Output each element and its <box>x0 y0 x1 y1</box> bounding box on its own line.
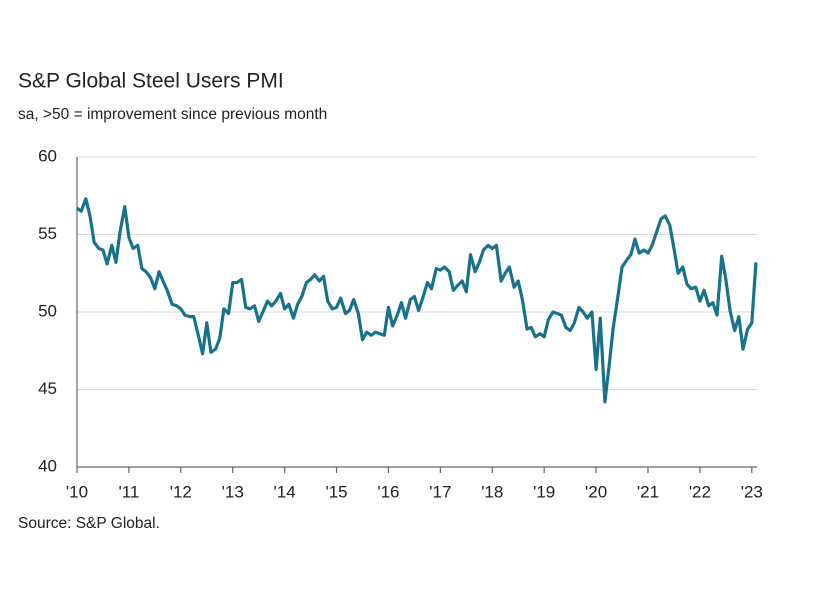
x-tick-label: '21 <box>637 482 659 501</box>
y-tick-label: 40 <box>38 456 57 475</box>
chart-subtitle: sa, >50 = improvement since previous mon… <box>18 106 327 123</box>
y-tick-label: 50 <box>38 301 57 320</box>
x-tick-label: '23 <box>741 482 763 501</box>
y-tick-label: 55 <box>38 224 57 243</box>
x-tick-label: '16 <box>377 482 399 501</box>
x-tick-label: '17 <box>429 482 451 501</box>
x-tick-label: '14 <box>274 482 296 501</box>
line-series <box>76 197 758 404</box>
x-tick-label: '11 <box>118 482 139 501</box>
x-tick-label: '15 <box>325 482 347 501</box>
source-note: Source: S&P Global. <box>18 515 160 532</box>
x-tick-label: '12 <box>170 482 192 501</box>
x-tick-label: '10 <box>66 482 88 501</box>
x-tick-label: '13 <box>222 482 244 501</box>
x-tick-label: '19 <box>533 482 555 501</box>
y-tick-label: 60 <box>38 146 57 165</box>
x-tick-label: '20 <box>585 482 607 501</box>
x-tick-label: '22 <box>689 482 711 501</box>
x-tick-label: '18 <box>481 482 503 501</box>
chart-title: S&P Global Steel Users PMI <box>18 70 284 93</box>
y-tick-label: 45 <box>38 379 57 398</box>
